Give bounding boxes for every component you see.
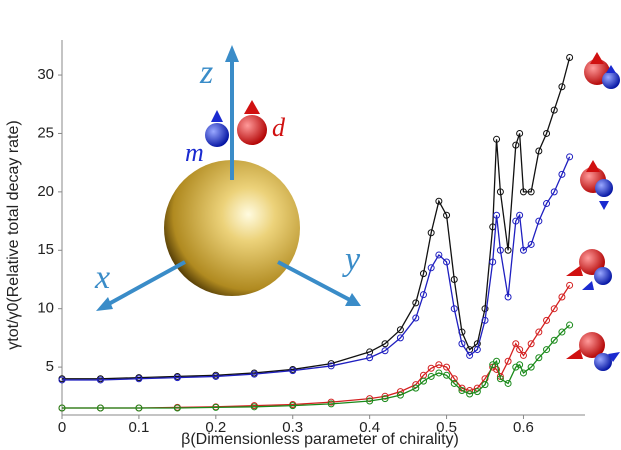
- x-tick-label: 0.1: [128, 419, 149, 436]
- legend-icons: [566, 52, 620, 371]
- x-axis-arrow: [105, 262, 185, 306]
- dipole-arrow: [244, 100, 260, 114]
- sphere: [164, 160, 300, 296]
- icon-dipole: [595, 179, 613, 197]
- y-tick-label: 15: [37, 241, 54, 258]
- y-tick-label: 30: [37, 66, 54, 83]
- y-tick-label: 20: [37, 183, 54, 200]
- y-tick-label: 5: [46, 358, 54, 375]
- x-axis-label: β(Dimensionless parameter of chirality): [181, 431, 459, 448]
- arrow-head: [96, 297, 113, 311]
- icon-arrow: [590, 52, 604, 64]
- y-tick-label: 10: [37, 300, 54, 317]
- y-tick-label: 25: [37, 124, 54, 141]
- y-axis-arrow: [278, 262, 350, 300]
- x-tick-label: 0.6: [513, 419, 534, 436]
- icon-arrow: [599, 201, 609, 210]
- illustration: z x y m d: [94, 45, 361, 311]
- electric-dipole: [237, 115, 267, 145]
- annotation: z: [199, 54, 213, 91]
- chart: 5101520253000.10.20.30.40.50.6 z x y m d: [0, 0, 621, 450]
- series-line: [62, 157, 570, 380]
- icon-dipole: [594, 267, 612, 285]
- arrow-head: [225, 45, 239, 62]
- icon-arrow: [582, 281, 594, 290]
- series-line: [62, 285, 570, 408]
- icon-arrow: [586, 160, 600, 172]
- x-tick-label: 0: [58, 419, 66, 436]
- annotation: x: [94, 259, 110, 296]
- annotation: y: [342, 241, 361, 278]
- y-axis-label: γtot/γ0(Relative total decay rate): [5, 120, 22, 349]
- series-line: [62, 58, 570, 379]
- dipole-arrow: [211, 110, 223, 122]
- annotation: d: [272, 113, 286, 142]
- magnetic-dipole: [205, 123, 229, 147]
- icon-dipole: [602, 71, 620, 89]
- annotation: m: [185, 138, 204, 167]
